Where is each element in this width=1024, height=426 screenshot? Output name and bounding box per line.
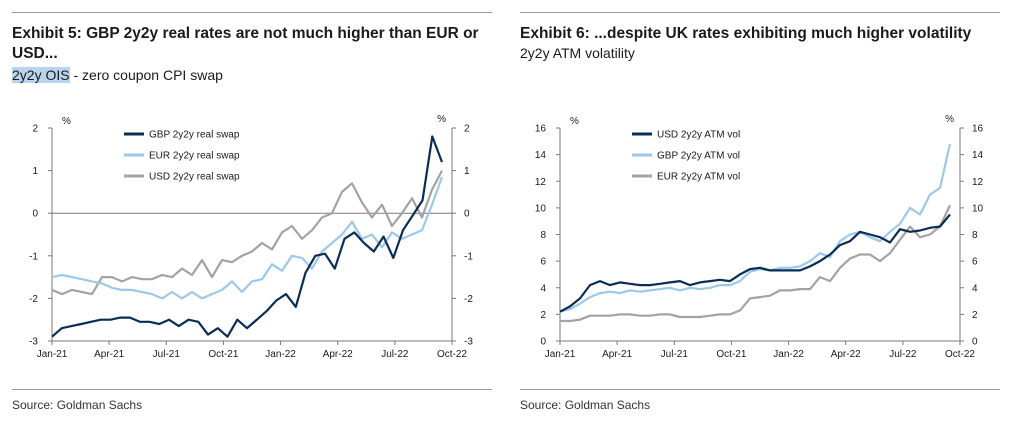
series-line-2 bbox=[560, 204, 951, 323]
exhibit6-title: Exhibit 6: ...despite UK rates exhibitin… bbox=[520, 25, 972, 42]
y-tick-label-left: 4 bbox=[540, 283, 546, 294]
subtitle-rest: - zero coupon CPI swap bbox=[69, 67, 223, 83]
y-tick-label-right: 1 bbox=[464, 166, 470, 177]
bottom-rule bbox=[12, 389, 492, 390]
x-tick-label: Jul-21 bbox=[153, 349, 181, 360]
x-tick-label: Oct-21 bbox=[716, 349, 746, 360]
y-tick-label-left: 6 bbox=[540, 257, 546, 268]
series-line-0 bbox=[51, 135, 444, 338]
exhibit6-chart: 0 0 2 2 4 4 6 6 8 8 10 10 12 12 14 14 16 16% % Jan-21 Apr-21… bbox=[535, 114, 984, 360]
x-tick-label: Apr-22 bbox=[323, 349, 353, 360]
legend-label-0: GBP 2y2y real swap bbox=[149, 130, 240, 141]
y-tick-label-right: -1 bbox=[464, 251, 473, 262]
x-tick-label: Jan-21 bbox=[37, 349, 68, 360]
y-tick-label-right: 0 bbox=[972, 337, 978, 348]
x-tick-label: Jul-22 bbox=[381, 349, 409, 360]
y-tick-label-right: 2 bbox=[972, 310, 978, 321]
legend-label-1: GBP 2y2y ATM vol bbox=[657, 151, 740, 162]
exhibit6-source: Source: Goldman Sachs bbox=[520, 398, 651, 412]
unit-label-left: % bbox=[570, 116, 579, 127]
y-tick-label-right: 2 bbox=[464, 124, 470, 135]
y-tick-label-left: 8 bbox=[540, 230, 546, 241]
legend-label-2: EUR 2y2y ATM vol bbox=[657, 172, 740, 183]
y-tick-label-left: 0 bbox=[540, 337, 546, 348]
subtitle-highlight: 2y2y OIS bbox=[12, 67, 70, 83]
y-tick-label-right: 16 bbox=[972, 124, 984, 135]
bottom-rule bbox=[520, 389, 1000, 390]
y-tick-label-left: 1 bbox=[32, 166, 38, 177]
x-tick-label: Oct-21 bbox=[208, 349, 238, 360]
y-tick-label-left: 14 bbox=[535, 150, 547, 161]
x-tick-label: Jan-21 bbox=[545, 349, 576, 360]
exhibit5-panel: Exhibit 5: GBP 2y2y real rates are not m… bbox=[12, 0, 504, 426]
y-tick-label-right: 8 bbox=[972, 230, 978, 241]
y-tick-label-left: -3 bbox=[29, 337, 38, 348]
series-line-2 bbox=[51, 170, 443, 296]
x-tick-label: Jan-22 bbox=[773, 349, 804, 360]
exhibit5-subtitle: 2y2y OIS - zero coupon CPI swap bbox=[12, 67, 223, 83]
x-tick-label: Jul-22 bbox=[889, 349, 917, 360]
unit-label-right: % bbox=[945, 114, 954, 125]
series-line-0 bbox=[559, 213, 951, 313]
y-tick-label-right: -2 bbox=[464, 294, 473, 305]
legend-label-2: USD 2y2y real swap bbox=[149, 172, 240, 183]
exhibit6-panel: Exhibit 6: ...despite UK rates exhibitin… bbox=[520, 0, 1012, 426]
x-tick-label: Jul-21 bbox=[661, 349, 689, 360]
unit-label-left: % bbox=[62, 116, 71, 127]
y-tick-label-left: 2 bbox=[540, 310, 546, 321]
y-tick-label-right: 6 bbox=[972, 257, 978, 268]
exhibit5-title: Exhibit 5: GBP 2y2y real rates are not m… bbox=[12, 25, 479, 62]
unit-label-right: % bbox=[437, 114, 446, 125]
y-tick-label-left: -2 bbox=[29, 294, 38, 305]
series-line-1 bbox=[559, 143, 952, 313]
y-tick-label-right: 4 bbox=[972, 283, 978, 294]
y-tick-label-right: -3 bbox=[464, 337, 473, 348]
y-tick-label-left: 0 bbox=[32, 209, 38, 220]
x-tick-label: Apr-21 bbox=[94, 349, 124, 360]
y-tick-label-right: 0 bbox=[464, 209, 470, 220]
series-line-1 bbox=[51, 176, 444, 300]
legend-label-0: USD 2y2y ATM vol bbox=[657, 130, 740, 141]
y-tick-label-right: 10 bbox=[972, 203, 984, 214]
y-tick-label-right: 14 bbox=[972, 150, 984, 161]
x-tick-label: Jan-22 bbox=[265, 349, 296, 360]
x-tick-label: Oct-22 bbox=[437, 349, 467, 360]
exhibit6-subtitle: 2y2y ATM volatility bbox=[520, 45, 635, 61]
legend-label-1: EUR 2y2y real swap bbox=[149, 151, 240, 162]
y-tick-label-left: 2 bbox=[32, 124, 38, 135]
exhibit5-chart: -3 -3 -2 -2 -1 -1 0 0 1 1 2 2% % Jan-21 Apr-21 Jul-21 Oc… bbox=[29, 114, 473, 360]
y-tick-label-left: 16 bbox=[535, 124, 547, 135]
y-tick-label-left: 10 bbox=[535, 203, 547, 214]
y-tick-label-left: 12 bbox=[535, 177, 547, 188]
x-tick-label: Oct-22 bbox=[945, 349, 975, 360]
exhibit5-source: Source: Goldman Sachs bbox=[12, 398, 143, 412]
y-tick-label-left: -1 bbox=[29, 251, 38, 262]
x-tick-label: Apr-21 bbox=[602, 349, 632, 360]
top-rule bbox=[520, 12, 1000, 13]
top-rule bbox=[12, 12, 492, 13]
y-tick-label-right: 12 bbox=[972, 177, 984, 188]
x-tick-label: Apr-22 bbox=[831, 349, 861, 360]
